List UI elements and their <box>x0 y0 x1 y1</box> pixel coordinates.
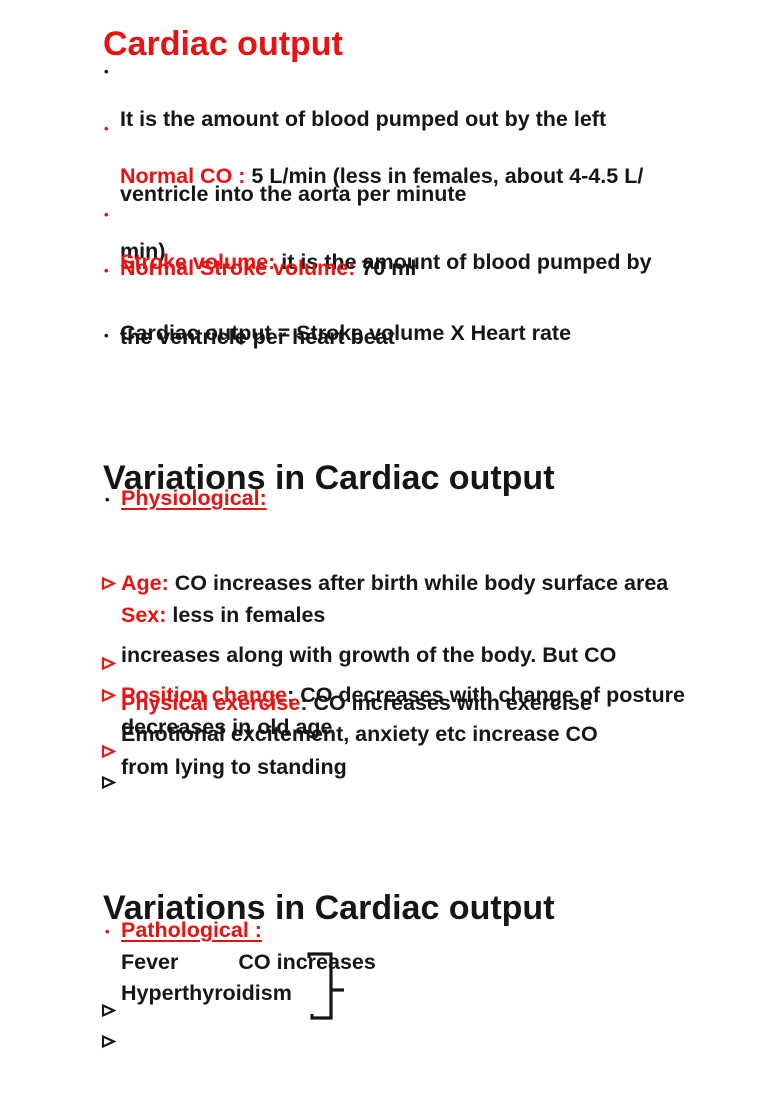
bullet-pathological: • Pathological : <box>105 918 685 944</box>
bullet-normal-co: • Normal CO : 5 L/min (less in females, … <box>104 114 684 314</box>
bullet-normal-stroke-volume: • Normal Stroke volume: 70 ml <box>104 256 684 283</box>
term-label: Normal Stroke volume: <box>120 256 356 280</box>
term-text: CO increases after birth while body surf… <box>168 571 669 595</box>
slide3-title: Variations in Cardiac output <box>103 888 555 927</box>
term-text: less in females <box>166 603 326 627</box>
bullet-dot-icon: • <box>104 121 109 136</box>
bullet-stroke-volume-text: Stroke volume: it is the amount of blood… <box>120 200 652 400</box>
term-label: Position change <box>121 683 288 707</box>
text-line: Hyperthyroidism <box>121 981 292 1005</box>
text-line: decreases in old age <box>121 715 333 739</box>
item-position-text: Position change: CO decreases with chang… <box>121 635 685 827</box>
text-line: Normal Stroke volume: 70 ml <box>120 256 416 281</box>
term-text: : CO increases with exercise <box>300 691 592 715</box>
text-line: Physical exercise: CO increases with exe… <box>121 691 592 715</box>
item-emotional: Emotional excitement, anxiety etc increa… <box>101 722 701 838</box>
text-line: Position change: CO decreases with chang… <box>121 683 685 707</box>
term-label: Stroke volume: <box>120 250 276 274</box>
text-line: It is the amount of blood pumped out by … <box>120 107 607 131</box>
bullet-dot-icon: • <box>105 492 110 507</box>
term-label: Age: <box>121 571 169 595</box>
bullet-dot-icon: • <box>104 207 109 222</box>
bullet-dot-icon: • <box>104 64 109 79</box>
text-line: the ventricle per heart beat <box>120 325 395 349</box>
arrow-bullet-icon <box>101 691 121 807</box>
text-line: ventricle into the aorta per minute <box>120 182 467 206</box>
arrow-bullet-icon <box>101 981 121 1097</box>
text-line: increases along with growth of the body.… <box>121 643 617 667</box>
text-line: min) <box>120 239 166 263</box>
bullet-definition-co-text: It is the amount of blood pumped out by … <box>120 57 606 257</box>
bullet-stroke-volume: • Stroke volume: it is the amount of blo… <box>104 200 684 400</box>
item-position-change: Position change: CO decreases with chang… <box>101 635 721 827</box>
term-text: : CO decreases with change of posture <box>287 683 685 707</box>
bullet-normal-co-text: Normal CO : 5 L/min (less in females, ab… <box>120 114 643 314</box>
item-sex: Sex: less in females <box>101 603 701 719</box>
bullet-dot-icon: • <box>104 328 109 343</box>
term-text: it is the amount of blood pumped by <box>275 250 652 274</box>
bullet-co-formula: • Cardiac output = Stroke volume X Heart… <box>104 321 684 348</box>
bullet-dot-icon: • <box>104 263 109 278</box>
arrow-bullet-icon <box>101 722 121 838</box>
arrow-bullet-icon <box>101 635 121 751</box>
term-text: 5 L/min (less in females, about 4-4.5 L/ <box>251 164 644 188</box>
item-fever: Fever CO increases <box>101 950 701 1066</box>
arrow-bullet-icon <box>101 950 121 1066</box>
bullet-definition-co: • It is the amount of blood pumped out b… <box>104 57 664 257</box>
slide2-title: Variations in Cardiac output <box>103 458 555 497</box>
fever-note: CO increases <box>238 950 376 974</box>
document-page: { "colors": { "accent_red": "#ea1111", "… <box>101 24 721 1049</box>
term-label: Physical exercise <box>121 691 301 715</box>
item-age: Age: CO increases after birth while body… <box>101 523 701 787</box>
curly-bracket-annotation <box>307 952 344 1020</box>
text-line: Emotional excitement, anxiety etc increa… <box>121 722 598 746</box>
text-line: Normal CO : 5 L/min (less in females, ab… <box>120 164 643 189</box>
term-label: Sex: <box>121 603 167 627</box>
term-text: 70 ml <box>355 256 417 280</box>
bullet-physiological: • Physiological: <box>105 486 685 512</box>
text-line: Age: CO increases after birth while body… <box>121 571 668 595</box>
item-physical-exercise: Physical exercise: CO increases with exe… <box>101 691 701 807</box>
term-label: Fever <box>121 950 179 974</box>
text-line: Stroke volume: it is the amount of blood… <box>120 250 652 275</box>
item-hyperthyroidism: Hyperthyroidism <box>101 981 701 1097</box>
text-line: Fever CO increases <box>121 950 376 974</box>
section-label: Physiological: <box>121 486 267 510</box>
arrow-bullet-icon <box>101 523 121 639</box>
section-label: Pathological : <box>121 918 262 942</box>
slide1-title: Cardiac output <box>103 24 343 63</box>
text-line: Cardiac output = Stroke volume X Heart r… <box>120 321 572 345</box>
term-label: Normal CO : <box>120 164 252 188</box>
bullet-dot-icon: • <box>105 924 110 939</box>
arrow-bullet-icon <box>101 603 121 719</box>
item-age-text: Age: CO increases after birth while body… <box>121 523 668 787</box>
text-line: from lying to standing <box>121 755 347 779</box>
text-line: Sex: less in females <box>121 603 325 627</box>
